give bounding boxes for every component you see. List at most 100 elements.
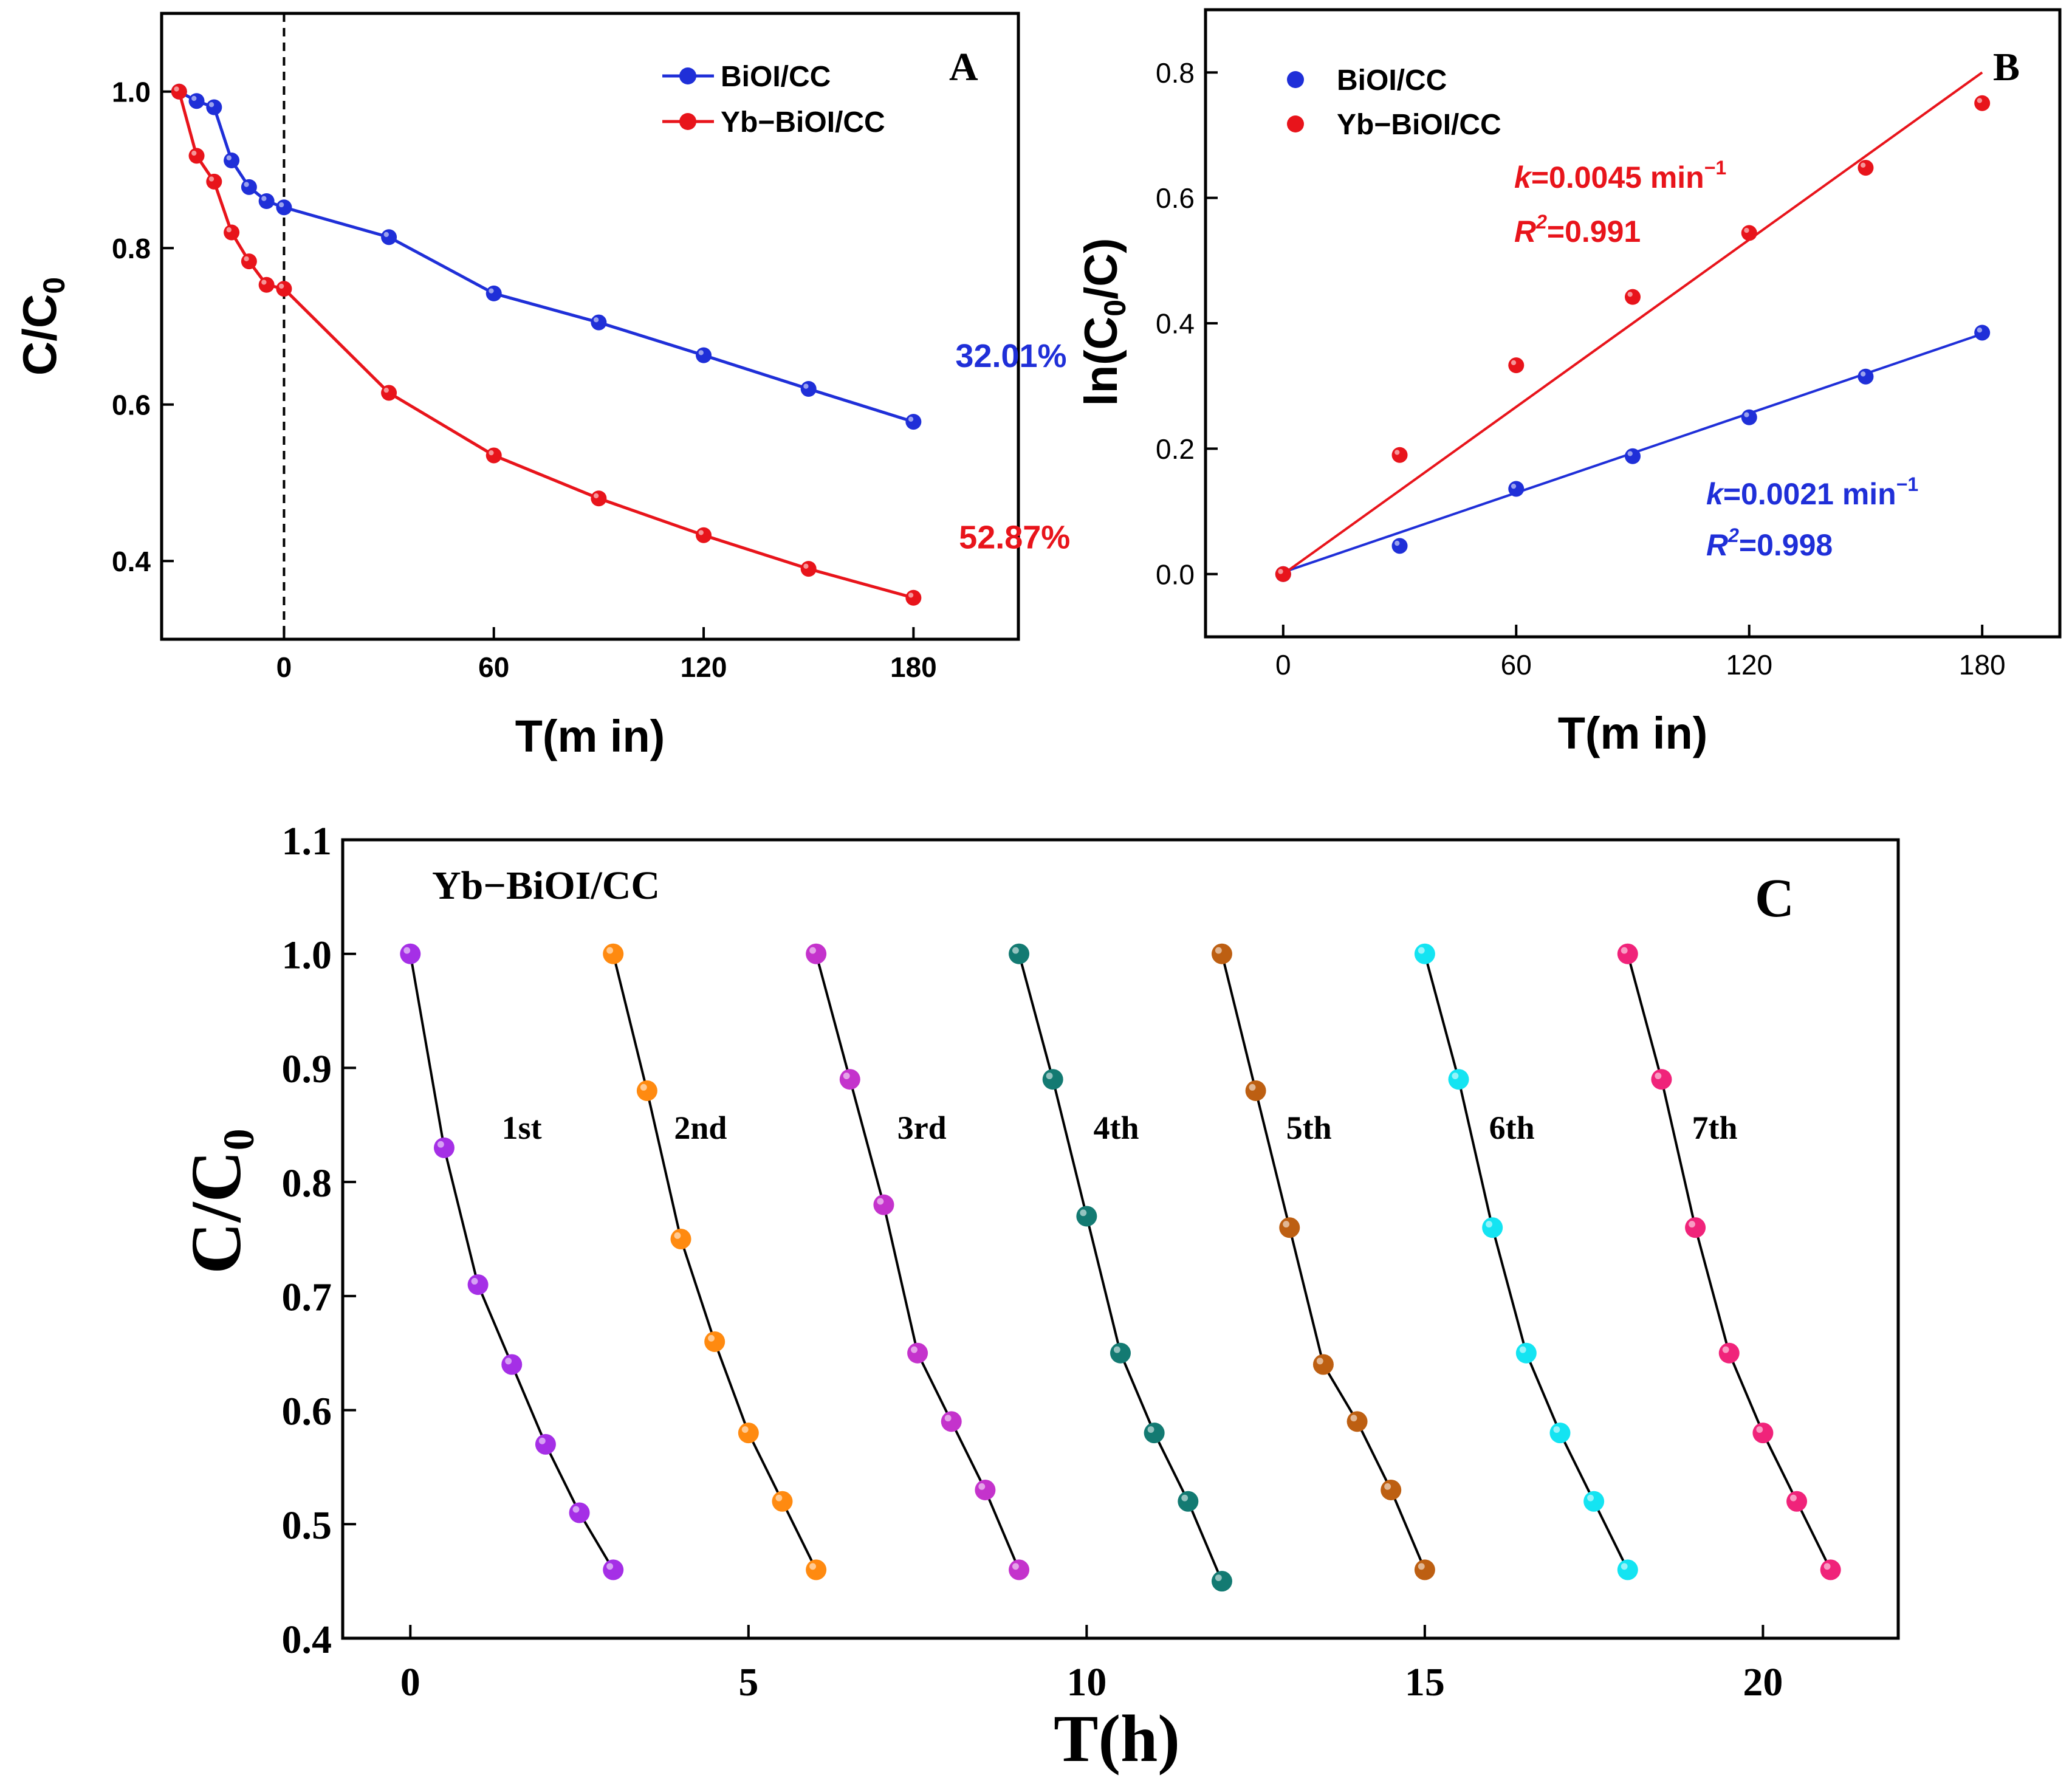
- panel-c-point-6th: [1583, 1491, 1605, 1512]
- panel-a-point-1-highlight: [226, 155, 232, 160]
- panel-a-point-2: [171, 83, 187, 100]
- panel-b-point-1: [1741, 409, 1757, 425]
- panel-b-fit-r-blue-text: =0.998: [1739, 528, 1833, 562]
- panel-c-point-7th-highlight: [1689, 1221, 1695, 1228]
- panel-a-ticks: [162, 90, 915, 639]
- panel-c-ylabel: C/C0: [176, 1128, 263, 1274]
- panel-a-line-1: [178, 90, 914, 424]
- panel-b-fit-k-blue: k=0.0021 min−1: [1706, 473, 1918, 511]
- panel-c-point-3rd: [941, 1411, 962, 1432]
- panel-a-point-1-highlight: [208, 102, 214, 108]
- panel-a-point-2-highlight: [278, 283, 284, 289]
- panel-b-ylabel: ln(C0/C): [1075, 238, 1132, 407]
- panel-a-ylabel: C/C0: [13, 277, 71, 376]
- panel-c-point-2nd-highlight: [775, 1494, 783, 1502]
- y-tick-label: 0.4: [112, 546, 151, 577]
- panel-a-point-2: [258, 276, 275, 293]
- y-tick-label: 0.4: [1156, 308, 1195, 340]
- panel-c: 0 5 10 15 20 0.4 0.5 0.6 0.7 0.8 0.9 1.0 1.1 1st 2nd 3…: [176, 819, 1900, 1776]
- panel-c-point-3rd-highlight: [978, 1483, 986, 1490]
- panel-a-point-1-highlight: [908, 416, 914, 422]
- panel-b-point-2-highlight: [1977, 98, 1983, 103]
- x-tick-label: 120: [1726, 649, 1772, 681]
- panel-c-point-5th: [1346, 1411, 1368, 1432]
- panel-c-point-4th-highlight: [1215, 1574, 1222, 1581]
- y-tick-label: 0.6: [282, 1389, 332, 1433]
- panel-c-run-label: 3rd: [897, 1110, 947, 1146]
- panel-c-ticks: [343, 839, 1765, 1639]
- panel-c-run-label: 6th: [1489, 1110, 1535, 1146]
- panel-a-point-1-highlight: [261, 196, 267, 201]
- x-tick-label: 120: [681, 651, 727, 683]
- panel-c-line-6th: [1423, 953, 1629, 1571]
- y-tick-label: 0.6: [112, 389, 151, 420]
- y-tick-label: 0.0: [1156, 558, 1195, 590]
- panel-b-fit-k-red-sym: k: [1514, 160, 1532, 194]
- panel-a-series: [171, 83, 922, 606]
- panel-c-point-5th: [1245, 1080, 1266, 1101]
- panel-b-point-1-highlight: [1861, 371, 1866, 377]
- panel-a-point-1-highlight: [244, 182, 249, 187]
- panel-c-point-2nd-highlight: [708, 1334, 715, 1342]
- y-tick-label: 1.0: [112, 76, 151, 108]
- panel-b-legend-label-2: Yb−BiOI/CC: [1337, 109, 1501, 141]
- panel-b-fit-r-red-exp: 2: [1535, 211, 1547, 233]
- y-tick-label: 0.2: [1156, 433, 1195, 465]
- panel-a-point-2-highlight: [174, 86, 179, 92]
- panel-c-point-6th-highlight: [1418, 947, 1425, 954]
- panel-c-point-2nd-highlight: [606, 947, 614, 954]
- panel-c-point-5th: [1381, 1479, 1402, 1500]
- panel-a-point-2-highlight: [191, 150, 197, 156]
- panel-a-point-2-highlight: [698, 530, 704, 535]
- panel-b-fit-r-blue-exp: 2: [1727, 524, 1739, 546]
- panel-c-point-4th-highlight: [1113, 1346, 1120, 1353]
- panel-a-point-1: [276, 199, 292, 216]
- panel-b-fit-k-red-text: =0.0045 min: [1531, 160, 1704, 194]
- panel-a-point-1-highlight: [383, 232, 389, 238]
- panel-c-point-5th-highlight: [1249, 1083, 1256, 1091]
- panel-c-point-6th: [1617, 1559, 1638, 1581]
- panel-b-fit-k-blue-exp: −1: [1896, 473, 1918, 495]
- panel-c-point-3rd: [839, 1069, 860, 1090]
- panel-a-annotation-red: 52.87%: [959, 520, 1070, 556]
- panel-b-point-1: [1625, 448, 1641, 464]
- panel-c-point-2nd: [806, 1559, 827, 1581]
- panel-a-point-1-highlight: [278, 202, 284, 208]
- panel-b-fit-r-blue-sym: R: [1706, 528, 1728, 562]
- panel-a-tick-labels: 0 60 120 180 0.4 0.6 0.8 1.0: [112, 76, 937, 683]
- panel-c-point-4th: [1009, 943, 1030, 964]
- panel-c-run-label: 5th: [1286, 1110, 1332, 1146]
- panel-a-point-2: [381, 385, 397, 401]
- panel-a-xlabel: T(m in): [515, 711, 665, 761]
- panel-c-point-7th: [1617, 943, 1638, 964]
- panel-a-frame: [160, 12, 1020, 641]
- panel-b-fit-k-blue-sym: k: [1706, 477, 1724, 511]
- x-tick-label: 180: [1959, 649, 2006, 681]
- panel-b-point-1-highlight: [1394, 540, 1400, 546]
- panel-b-point-1-highlight: [1744, 412, 1749, 417]
- panel-c-run-label: 2nd: [674, 1110, 727, 1146]
- y-tick-label: 0.5: [282, 1503, 332, 1548]
- panel-a-point-2: [800, 561, 817, 577]
- panel-c-point-4th-highlight: [1012, 947, 1019, 954]
- panel-a-point-1: [485, 285, 502, 301]
- x-tick-label: 180: [890, 651, 937, 683]
- panel-b-point-2: [1391, 447, 1408, 463]
- panel-c-point-2nd: [738, 1423, 759, 1444]
- y-tick-label: 0.8: [1156, 57, 1195, 89]
- panel-a-point-2: [905, 589, 922, 606]
- panel-b-legend-marker-1: [1287, 71, 1304, 88]
- y-tick-label: 1.1: [282, 819, 332, 863]
- panel-c-point-5th: [1414, 1559, 1435, 1581]
- panel-c-point-4th-highlight: [1046, 1073, 1053, 1080]
- panel-c-point-6th-highlight: [1486, 1221, 1493, 1228]
- panel-c-point-6th: [1448, 1069, 1469, 1090]
- x-tick-label: 10: [1066, 1660, 1106, 1704]
- panel-b-ylabel-sub: 0: [1098, 300, 1132, 317]
- panel-c-point-6th: [1515, 1342, 1537, 1364]
- panel-b-ylabel-b: /C): [1075, 238, 1127, 300]
- panel-a-line-2: [177, 91, 914, 600]
- panel-c-point-4th-highlight: [1080, 1209, 1087, 1217]
- panel-a-legend-marker-2: [679, 113, 696, 130]
- panel-a-point-1-highlight: [593, 317, 599, 323]
